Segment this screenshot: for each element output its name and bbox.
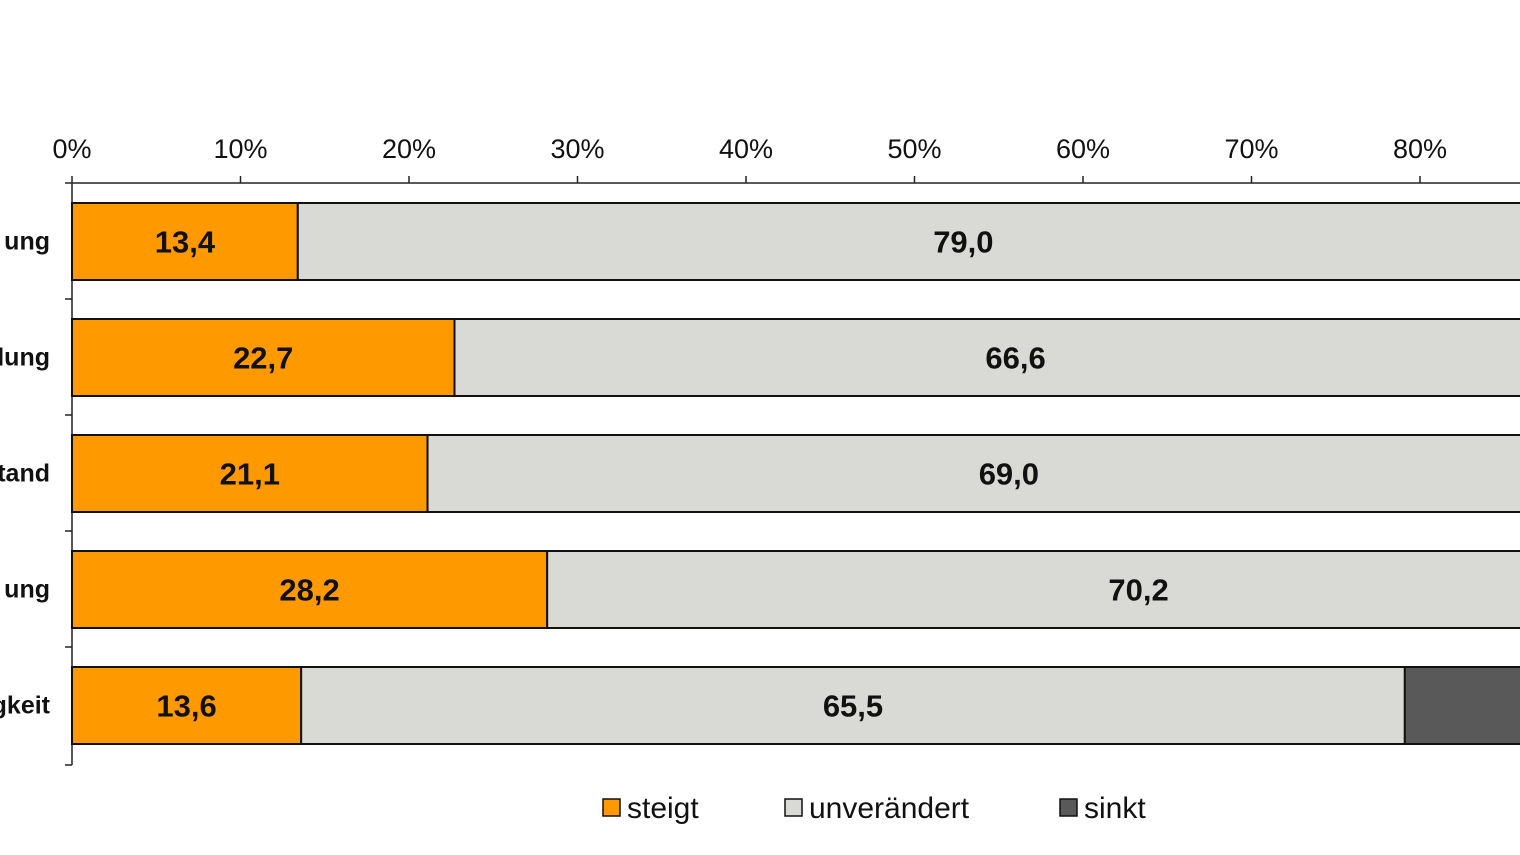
data-label: 13,4 [155,225,216,260]
category-label: ung [4,576,50,604]
legend-label: unverändert [809,792,970,825]
data-label: 65,5 [823,689,883,724]
bar-segment [71,318,456,397]
legend-swatch [784,798,803,817]
x-tick-label: 80% [1393,134,1447,164]
x-tick-label: 40% [719,134,773,164]
category-label: ung [4,228,50,256]
bar-segment [71,666,303,745]
legend-swatch [602,798,621,817]
bar-segment [71,202,299,281]
data-label: 22,7 [233,341,293,376]
bar-segment [71,434,429,513]
x-tick-label: 10% [213,134,267,164]
data-label: 21,1 [220,457,280,492]
data-label: 13,6 [156,689,216,724]
bar-segment [1403,666,1520,745]
data-label: 79,0 [933,225,993,260]
data-label: 28,2 [279,573,339,608]
category-label: tand [0,460,50,488]
x-tick-label: 20% [382,134,436,164]
x-tick-label: 60% [1056,134,1110,164]
bar-segment [300,666,1406,745]
bar-segment [296,202,1520,281]
x-tick-label: 50% [887,134,941,164]
bar-segment [453,318,1520,397]
x-tick-label: 70% [1224,134,1278,164]
bar-segment [426,434,1520,513]
legend-swatch [1059,798,1078,817]
bar-segment [546,550,1520,629]
category-label: gkeit [0,692,51,720]
data-label: 66,6 [985,341,1045,376]
data-label: 69,0 [979,457,1039,492]
x-tick-label: 30% [550,134,604,164]
x-tick-label: 0% [52,134,91,164]
legend-label: steigt [627,792,699,825]
legend-label: sinkt [1084,792,1146,825]
bar-segment [71,550,549,629]
data-label: 70,2 [1108,573,1168,608]
category-label: lung [0,344,50,372]
